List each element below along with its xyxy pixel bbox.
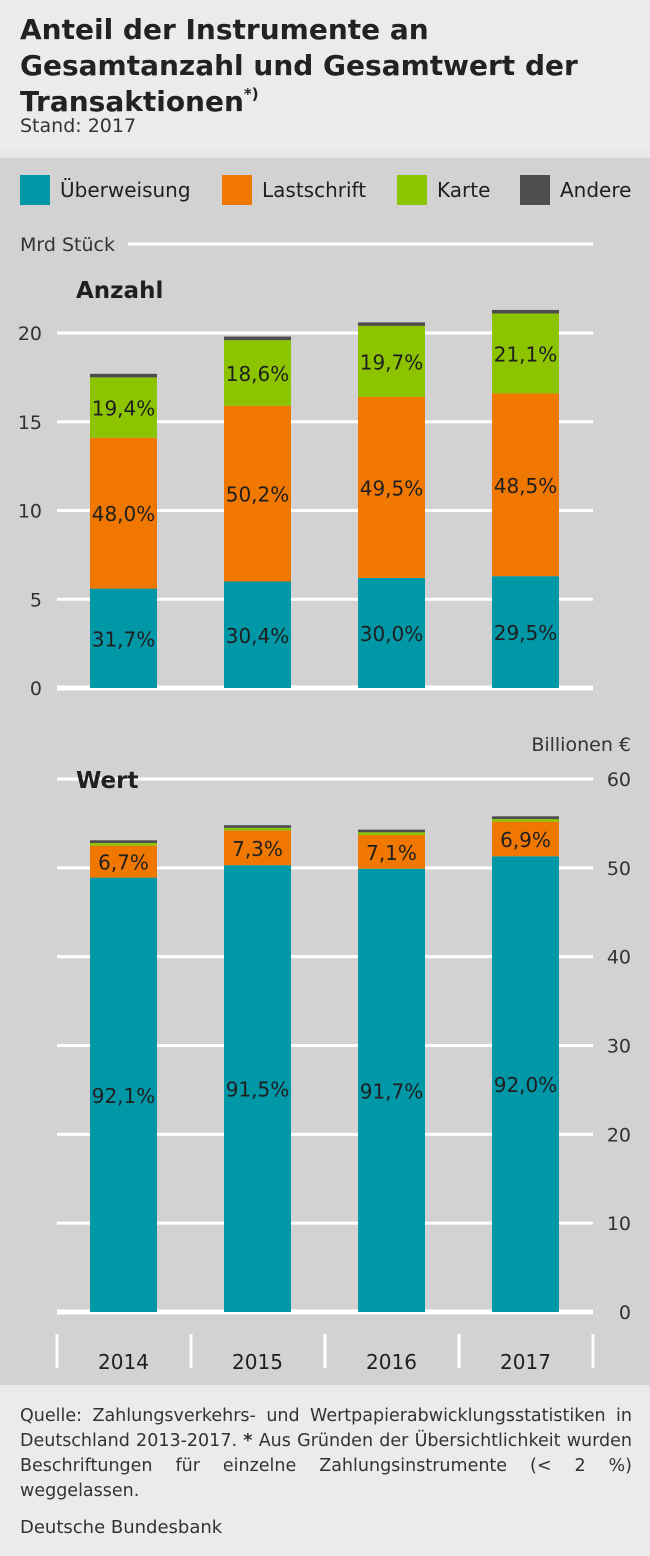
anzahl-data-label: 49,5%	[360, 476, 424, 500]
wert-data-label: 6,7%	[98, 851, 149, 875]
header	[0, 0, 650, 150]
anzahl-bar-ueberweisung-2015	[224, 581, 291, 688]
wert-y-tick-label: 60	[607, 769, 631, 791]
wert-bar-lastschrift-2017	[492, 821, 559, 857]
chart-svg: 0 5 10 15 20 Mrd Stück 31,7% 48,0% 19,4% 30,4% 50,…	[18, 234, 631, 1374]
anzahl-bar-lastschrift-2015	[224, 405, 291, 582]
wert-data-label: 7,3%	[232, 837, 283, 861]
legend-label-karte: Karte	[437, 178, 491, 202]
anzahl-data-label: 31,7%	[92, 627, 156, 651]
anzahl-data-label: 19,7%	[360, 350, 424, 374]
legend-swatch-karte	[397, 175, 427, 205]
anzahl-bar-karte-2014	[90, 377, 157, 438]
source-note: Quelle: Zahlungsverkehrs- und Wertpapier…	[20, 1404, 632, 1504]
wert-bar-lastschrift-2015	[224, 830, 291, 866]
wert-data-label: 91,7%	[360, 1079, 424, 1103]
x-axis-tick-label: 2014	[98, 1350, 149, 1374]
wert-bar-lastschrift-2014	[90, 845, 157, 878]
legend-label-lastschrift: Lastschrift	[262, 178, 367, 202]
footer	[0, 1392, 650, 1556]
wert-bar-ueberweisung-2017	[492, 856, 559, 1312]
anzahl-bar-ueberweisung-2014	[90, 588, 157, 688]
anzahl-bar-lastschrift-2016	[358, 396, 425, 578]
anzahl-data-label: 48,0%	[92, 502, 156, 526]
wert-bar-andere-2014	[90, 840, 157, 843]
anzahl-y-tick-label: 10	[18, 501, 42, 523]
x-axis-tick-label: 2016	[366, 1350, 417, 1374]
anzahl-bar-ueberweisung-2016	[358, 577, 425, 688]
anzahl-bar-andere-2017	[492, 309, 559, 314]
legend-item-lastschrift: Lastschrift	[222, 174, 366, 206]
legend-swatch-ueberweisung	[20, 175, 50, 205]
anzahl-data-label: 18,6%	[226, 362, 290, 386]
wert-data-label: 92,0%	[494, 1073, 558, 1097]
legend-label-ueberweisung: Überweisung	[60, 178, 191, 202]
legend-swatch-lastschrift	[222, 175, 252, 205]
anzahl-data-label: 29,5%	[494, 621, 558, 645]
wert-bar-karte-2014	[90, 842, 157, 846]
wert-bar-ueberweisung-2014	[90, 877, 157, 1312]
legend-item-andere: Andere	[520, 174, 631, 206]
wert-bar-ueberweisung-2016	[358, 868, 425, 1312]
anzahl-y-tick-label: 5	[30, 589, 42, 611]
anzahl-bar-andere-2014	[90, 373, 157, 378]
legend-swatch-andere	[520, 175, 550, 205]
anzahl-panel-title: Anzahl	[76, 278, 163, 304]
wert-data-label: 7,1%	[366, 841, 417, 865]
wert-data-label: 6,9%	[500, 828, 551, 852]
wert-y-tick-label: 0	[619, 1302, 631, 1324]
x-axis-tick-label: 2017	[500, 1350, 551, 1374]
legend-label-andere: Andere	[560, 178, 632, 202]
anzahl-bar-karte-2016	[358, 325, 425, 397]
anzahl-data-label: 30,0%	[360, 622, 424, 646]
anzahl-bar-karte-2017	[492, 313, 559, 394]
anzahl-data-label: 19,4%	[92, 397, 156, 421]
wert-y-tick-label: 50	[607, 858, 631, 880]
title-footnote-mark: *)	[243, 85, 259, 103]
wert-bar-karte-2015	[224, 827, 291, 831]
chart-title: Anteil der Instrumente an Gesamtanzahl u…	[20, 12, 640, 120]
legend-item-karte: Karte	[397, 174, 490, 206]
wert-y-tick-label: 20	[607, 1124, 631, 1146]
anzahl-bar-karte-2015	[224, 340, 291, 406]
anzahl-y-tick-label: 0	[30, 678, 42, 700]
x-axis-tick-label: 2015	[232, 1350, 283, 1374]
anzahl-y-tick-label: 20	[18, 323, 42, 345]
wert-data-label: 91,5%	[226, 1078, 290, 1102]
anzahl-bar-andere-2015	[224, 336, 291, 341]
wert-y-tick-label: 40	[607, 947, 631, 969]
wert-bar-ueberweisung-2015	[224, 865, 291, 1312]
anzahl-data-label: 50,2%	[226, 483, 290, 507]
publisher: Deutsche Bundesbank	[20, 1517, 223, 1538]
anzahl-y-axis-label: Mrd Stück	[20, 234, 115, 256]
footnote-mark: *	[243, 1431, 253, 1451]
wert-y-tick-label: 30	[607, 1036, 631, 1058]
anzahl-data-label: 21,1%	[494, 342, 558, 366]
wert-panel-title: Wert	[76, 768, 139, 794]
anzahl-data-label: 30,4%	[226, 624, 290, 648]
wert-bar-andere-2015	[224, 825, 291, 828]
anzahl-y-tick-label: 15	[18, 412, 42, 434]
wert-bar-andere-2017	[492, 816, 559, 819]
wert-y-tick-label: 10	[607, 1213, 631, 1235]
wert-bar-andere-2016	[358, 829, 425, 833]
stand-date: Stand: 2017	[20, 115, 137, 137]
wert-bar-karte-2016	[358, 832, 425, 835]
source-text: Quelle: Zahlungsverkehrs- und Wertpapier…	[20, 1406, 632, 1451]
wert-y-axis-label: Billionen €	[531, 734, 631, 756]
anzahl-bar-andere-2016	[358, 322, 425, 326]
anzahl-bar-ueberweisung-2017	[492, 576, 559, 688]
footnote-text: Aus Gründen der Übersichtlichkeit wurden…	[20, 1431, 632, 1501]
anzahl-bar-lastschrift-2014	[90, 437, 157, 589]
anzahl-bar-lastschrift-2017	[492, 393, 559, 577]
legend-item-ueberweisung: Überweisung	[20, 174, 191, 206]
wert-bar-lastschrift-2016	[358, 834, 425, 869]
chart-title-text: Anteil der Instrumente an Gesamtanzahl u…	[20, 13, 578, 118]
wert-bar-karte-2017	[492, 818, 559, 822]
wert-data-label: 92,1%	[92, 1084, 156, 1108]
anzahl-data-label: 48,5%	[494, 474, 558, 498]
